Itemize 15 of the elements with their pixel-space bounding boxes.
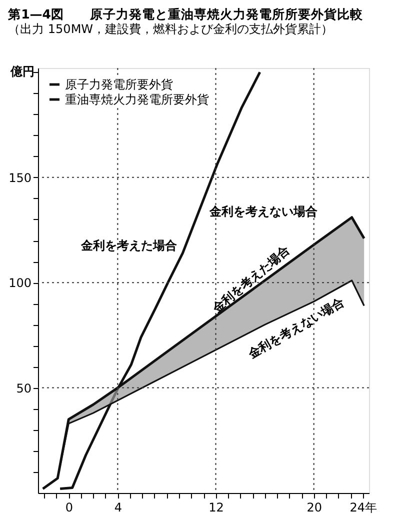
y-tick-label: 150 [8,170,32,185]
x-tick-label: 24年 [350,500,378,514]
x-tick-label: 4 [114,500,122,514]
x-tick-label: 20 [306,500,322,514]
legend-label: 重油専焼火力発電所要外貨 [65,92,209,106]
x-tick-label: 0 [65,500,73,514]
annotation: 金利を考えた場合 [80,238,178,253]
annotation: 金利を考えない場合 [208,204,318,218]
y-tick-label: 50 [16,381,32,396]
legend-label: 原子力発電所要外貨 [65,78,173,92]
y-tick-label: 100 [8,276,32,290]
chart-title: 第1—4図 原子力発電と重油専焼火力発電所所要外貨比較 [7,6,364,22]
x-tick-label: 12 [208,500,224,514]
y-axis-title: 億円 [10,64,34,78]
chart-subtitle: （出力 150MW，建設費，燃料および金利の支払外貨累計） [8,22,334,36]
